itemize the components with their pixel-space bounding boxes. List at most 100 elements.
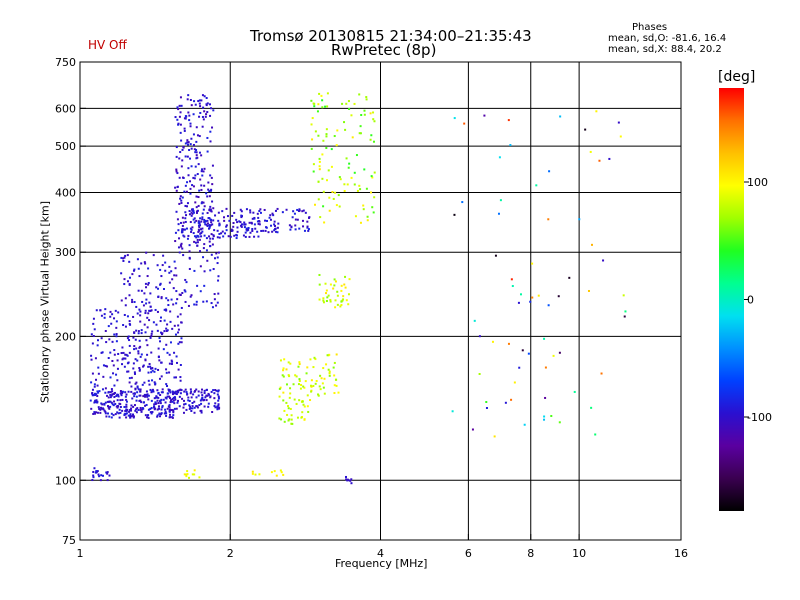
data-point <box>178 157 181 160</box>
data-point <box>203 270 206 273</box>
data-point <box>331 191 334 194</box>
data-point <box>294 228 297 231</box>
data-point <box>303 405 306 408</box>
data-point <box>347 303 350 306</box>
data-point <box>172 414 175 417</box>
data-point <box>550 415 553 418</box>
data-point <box>120 352 123 355</box>
data-point <box>158 407 161 410</box>
data-point <box>192 185 195 188</box>
data-point <box>191 405 194 408</box>
data-point <box>238 220 241 223</box>
data-point <box>179 195 182 198</box>
data-point <box>197 100 200 103</box>
data-point <box>105 341 108 344</box>
data-point <box>185 281 188 284</box>
data-point <box>127 335 130 338</box>
data-point <box>164 261 167 264</box>
data-point <box>322 367 325 370</box>
data-point <box>208 209 211 212</box>
data-point <box>196 173 199 176</box>
data-point <box>172 411 175 414</box>
data-point <box>523 423 526 426</box>
data-point <box>195 211 198 214</box>
data-point <box>324 282 327 285</box>
data-point <box>156 415 159 418</box>
data-point <box>95 309 98 312</box>
data-point <box>184 115 187 118</box>
data-point <box>231 214 234 217</box>
data-point <box>289 392 292 395</box>
data-point <box>208 190 211 193</box>
data-point <box>158 377 161 380</box>
data-point <box>507 119 510 122</box>
data-point <box>247 228 250 231</box>
data-point <box>208 225 211 228</box>
data-point <box>177 368 180 371</box>
data-point <box>109 405 112 408</box>
data-point <box>181 397 184 400</box>
data-point <box>170 359 173 362</box>
data-point <box>100 314 103 317</box>
data-point <box>174 396 177 399</box>
data-point <box>172 303 175 306</box>
data-point <box>127 390 130 393</box>
data-point <box>110 394 113 397</box>
data-point <box>185 391 188 394</box>
data-point <box>235 234 238 237</box>
data-point <box>310 379 313 382</box>
data-point <box>144 312 147 315</box>
data-point <box>192 176 195 179</box>
data-point <box>111 393 114 396</box>
data-point <box>359 132 362 135</box>
data-point <box>146 326 149 329</box>
data-point <box>171 360 174 363</box>
data-point <box>335 353 338 356</box>
data-point <box>109 391 112 394</box>
data-point <box>184 220 187 223</box>
data-point <box>236 221 239 224</box>
data-point <box>182 146 185 149</box>
data-point <box>182 411 185 414</box>
data-point <box>208 217 211 220</box>
data-point <box>169 401 172 404</box>
data-point <box>239 208 242 211</box>
data-point <box>198 221 201 224</box>
data-point <box>202 247 205 250</box>
data-point <box>150 332 153 335</box>
data-point <box>160 375 163 378</box>
data-point <box>187 396 190 399</box>
data-point <box>213 397 216 400</box>
data-point <box>122 257 125 260</box>
data-point <box>199 250 202 253</box>
data-point <box>137 330 140 333</box>
data-point <box>174 240 177 243</box>
data-point <box>186 98 189 101</box>
data-point <box>547 304 550 307</box>
data-point <box>195 388 198 391</box>
data-point <box>147 416 150 419</box>
data-point <box>105 471 108 474</box>
data-point <box>303 386 306 389</box>
data-point <box>198 404 201 407</box>
data-point <box>199 178 202 181</box>
data-point <box>209 208 212 211</box>
data-point <box>181 228 184 231</box>
scatter-points <box>89 92 627 485</box>
colorbar-unit-label: [deg] <box>718 69 756 85</box>
data-point <box>334 191 337 194</box>
data-point <box>123 414 126 417</box>
x-tick-label: 4 <box>377 547 384 560</box>
data-point <box>211 223 214 226</box>
data-point <box>622 294 625 297</box>
data-point <box>142 395 145 398</box>
data-point <box>115 320 118 323</box>
data-point <box>209 205 212 208</box>
data-point <box>353 102 356 105</box>
data-point <box>113 400 116 403</box>
data-point <box>137 408 140 411</box>
data-point <box>451 410 454 413</box>
data-point <box>139 310 142 313</box>
data-point <box>527 352 530 355</box>
data-point <box>194 389 197 392</box>
